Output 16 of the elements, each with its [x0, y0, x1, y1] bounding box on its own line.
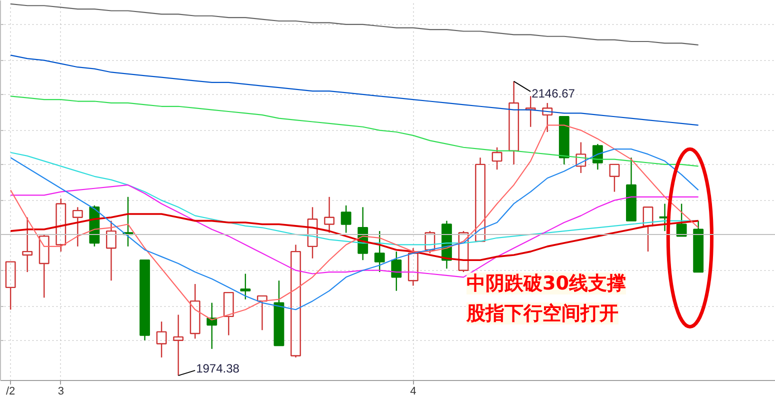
candlestick: [508, 80, 520, 166]
x-tick-label: 4: [410, 386, 416, 398]
x-tick-label: 3: [58, 386, 64, 398]
candlestick: [307, 206, 318, 259]
annotation: 1974.38: [196, 361, 240, 376]
annotation: 股指下行空间打开: [466, 302, 618, 324]
candlestick: [324, 196, 334, 234]
x-tick-label: /2: [6, 386, 16, 398]
candlestick: [106, 220, 116, 282]
annotation: 中阴跌破30线支撑: [466, 272, 626, 294]
candlestick: [173, 314, 184, 376]
candlestick: [22, 216, 33, 273]
candlestick: [72, 206, 83, 248]
candlestick: [156, 320, 167, 358]
annotation: 2146.67: [532, 86, 576, 101]
candlestick: [374, 230, 385, 273]
